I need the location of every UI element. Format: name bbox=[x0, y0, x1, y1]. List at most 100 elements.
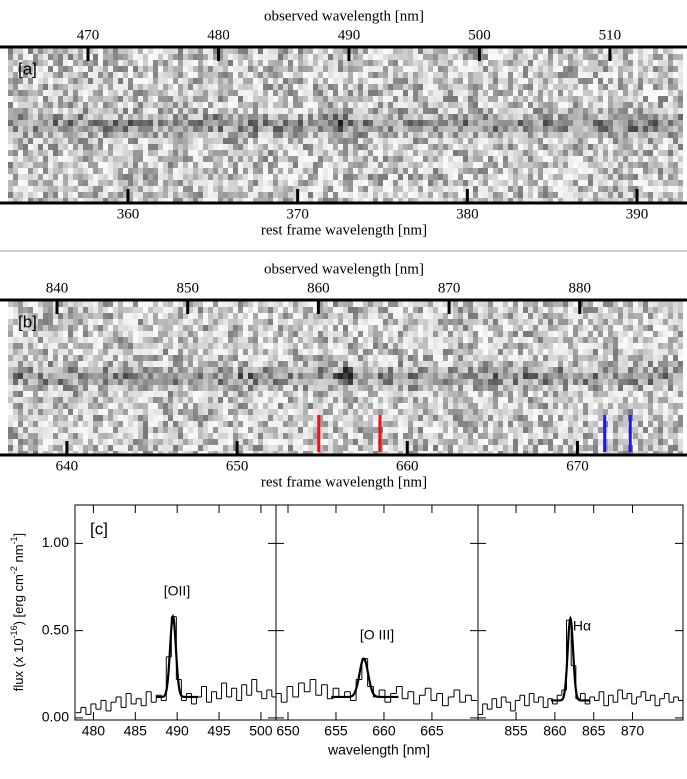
pixel bbox=[463, 180, 468, 186]
pixel bbox=[623, 84, 628, 90]
pixel bbox=[343, 325, 348, 331]
pixel bbox=[373, 307, 378, 313]
pixel bbox=[438, 144, 443, 150]
pixel bbox=[258, 48, 263, 54]
pixel bbox=[248, 60, 253, 66]
pixel bbox=[678, 337, 683, 343]
pixel bbox=[258, 144, 263, 150]
pixel bbox=[118, 48, 123, 54]
pixel bbox=[348, 343, 353, 349]
pixel bbox=[373, 313, 378, 319]
pixel bbox=[353, 168, 358, 174]
pixel bbox=[348, 301, 353, 307]
pixel bbox=[523, 150, 528, 156]
pixel bbox=[618, 301, 623, 307]
pixel bbox=[613, 78, 618, 84]
pixel bbox=[143, 337, 148, 343]
pixel bbox=[18, 114, 23, 120]
pixel bbox=[373, 114, 378, 120]
pixel bbox=[308, 343, 313, 349]
pixel bbox=[558, 337, 563, 343]
pixel bbox=[18, 138, 23, 144]
pixel bbox=[208, 156, 213, 162]
pixel bbox=[438, 361, 443, 367]
pixel bbox=[458, 331, 463, 337]
pixel bbox=[83, 307, 88, 313]
pixel bbox=[368, 108, 373, 114]
pixel bbox=[233, 192, 238, 198]
pixel bbox=[373, 60, 378, 66]
pixel bbox=[78, 355, 83, 361]
pixel bbox=[33, 337, 38, 343]
pixel bbox=[293, 114, 298, 120]
pixel bbox=[443, 60, 448, 66]
pixel bbox=[388, 331, 393, 337]
pixel bbox=[248, 126, 253, 132]
pixel bbox=[643, 337, 648, 343]
pixel bbox=[383, 144, 388, 150]
pixel bbox=[413, 72, 418, 78]
pixel bbox=[628, 54, 633, 60]
pixel bbox=[543, 180, 548, 186]
pixel bbox=[8, 48, 13, 54]
pixel bbox=[218, 343, 223, 349]
pixel bbox=[593, 319, 598, 325]
pixel bbox=[488, 198, 493, 202]
pixel bbox=[28, 313, 33, 319]
pixel bbox=[613, 54, 618, 60]
pixel bbox=[338, 78, 343, 84]
pixel bbox=[363, 180, 368, 186]
pixel bbox=[638, 186, 643, 192]
pixel bbox=[353, 66, 358, 72]
pixel bbox=[408, 126, 413, 132]
pixel bbox=[553, 301, 558, 307]
pixel bbox=[563, 301, 568, 307]
pixel bbox=[248, 84, 253, 90]
pixel bbox=[658, 162, 663, 168]
pixel bbox=[443, 361, 448, 367]
pixel bbox=[218, 319, 223, 325]
pixel bbox=[153, 54, 158, 60]
pixel bbox=[263, 168, 268, 174]
pixel bbox=[323, 102, 328, 108]
pixel bbox=[328, 102, 333, 108]
pixel bbox=[203, 126, 208, 132]
pixel bbox=[108, 156, 113, 162]
pixel bbox=[408, 48, 413, 54]
pixel bbox=[98, 168, 103, 174]
pixel bbox=[578, 168, 583, 174]
pixel bbox=[198, 150, 203, 156]
pixel bbox=[103, 180, 108, 186]
pixel bbox=[238, 138, 243, 144]
pixel bbox=[458, 174, 463, 180]
pixel bbox=[538, 331, 543, 337]
pixel bbox=[543, 156, 548, 162]
pixel bbox=[343, 48, 348, 54]
pixel bbox=[523, 162, 528, 168]
pixel bbox=[518, 337, 523, 343]
pixel bbox=[58, 90, 63, 96]
pixel bbox=[278, 60, 283, 66]
pixel bbox=[488, 325, 493, 331]
pixel bbox=[528, 144, 533, 150]
pixel bbox=[423, 349, 428, 355]
pixel bbox=[223, 174, 228, 180]
pixel bbox=[138, 96, 143, 102]
pixel bbox=[628, 126, 633, 132]
pixel bbox=[668, 138, 673, 144]
pixel bbox=[568, 198, 573, 202]
pixel bbox=[363, 168, 368, 174]
pixel bbox=[148, 307, 153, 313]
pixel bbox=[603, 313, 608, 319]
pixel bbox=[338, 331, 343, 337]
pixel bbox=[383, 325, 388, 331]
pixel bbox=[413, 162, 418, 168]
pixel bbox=[463, 186, 468, 192]
pixel bbox=[178, 325, 183, 331]
pixel bbox=[503, 150, 508, 156]
pixel bbox=[553, 180, 558, 186]
pixel bbox=[378, 96, 383, 102]
pixel bbox=[518, 343, 523, 349]
pixel bbox=[378, 126, 383, 132]
pixel bbox=[558, 102, 563, 108]
